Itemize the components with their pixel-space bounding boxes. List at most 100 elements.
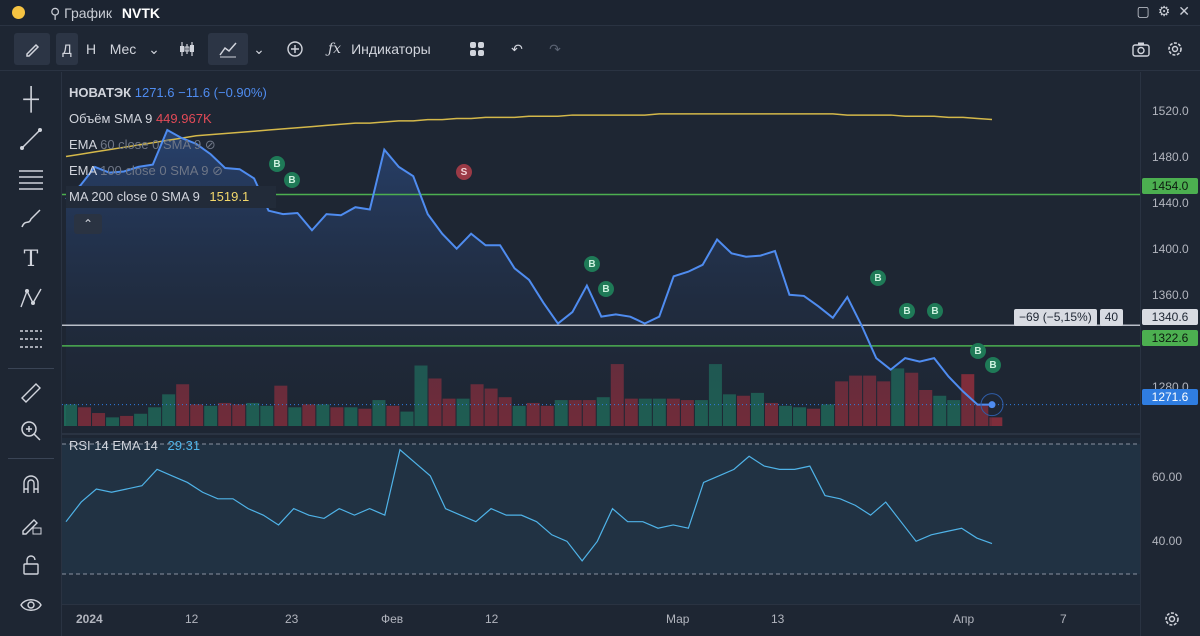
- interval-day-button[interactable]: Д: [56, 33, 78, 65]
- symbol-label: NVTK: [121, 5, 161, 21]
- visibility-tool[interactable]: [14, 590, 48, 620]
- time-tick: Апр: [953, 612, 975, 626]
- buy-signal[interactable]: B: [598, 281, 614, 297]
- gear-icon: [1168, 42, 1182, 56]
- price-tick: 1440.0: [1152, 196, 1189, 210]
- collapse-legend-button[interactable]: ⌃: [74, 214, 102, 234]
- buy-signal[interactable]: B: [870, 270, 886, 286]
- gear-icon[interactable]: ⚙: [1157, 3, 1171, 19]
- ema60-legend: EMA 60 close 0 SMA 9 ⊘: [69, 137, 216, 153]
- toolbar-divider: [8, 368, 54, 369]
- level-price-label: 1322.6: [1142, 330, 1198, 346]
- indicators-button[interactable]: ƒx Индикаторы: [328, 33, 448, 65]
- ruler-tool[interactable]: [14, 378, 48, 408]
- pattern-icon: [20, 288, 42, 308]
- buy-signal[interactable]: B: [927, 303, 943, 319]
- sell-signal[interactable]: S: [456, 164, 472, 180]
- measure-bars: 40: [1099, 309, 1124, 326]
- brush-tool[interactable]: [14, 204, 48, 234]
- function-icon: ƒx: [328, 41, 342, 57]
- horizontal-lines-icon: [19, 170, 43, 190]
- time-tick: 13: [771, 612, 785, 626]
- interval-week-button[interactable]: Н: [80, 33, 102, 65]
- maximize-icon[interactable]: ▢: [1136, 3, 1150, 19]
- symbol-name: НОВАТЭК: [69, 85, 132, 100]
- rsi-line: [65, 448, 993, 562]
- zoom-tool[interactable]: [14, 416, 48, 446]
- undo-button[interactable]: ↶: [504, 33, 530, 65]
- grid-icon: [470, 42, 484, 56]
- buy-signal[interactable]: B: [985, 357, 1001, 373]
- indicators-label: Индикаторы: [351, 41, 431, 57]
- camera-icon: [1132, 42, 1150, 57]
- interval-dropdown-button[interactable]: ⌄: [144, 33, 164, 65]
- unlock-icon: [23, 555, 39, 575]
- rsi-band: [62, 444, 1140, 574]
- time-axis[interactable]: [62, 604, 1140, 636]
- measure-delta: −69 (−5,15%): [1014, 309, 1097, 326]
- screenshot-button[interactable]: [1128, 33, 1154, 65]
- chart-type-dropdown-button[interactable]: ⌄: [250, 33, 268, 65]
- crosshair-icon: ┼: [23, 86, 39, 111]
- fib-tool[interactable]: [14, 164, 48, 194]
- time-tick: Фев: [381, 612, 404, 626]
- text-tool[interactable]: T: [14, 244, 48, 274]
- unlock-tool[interactable]: [14, 550, 48, 580]
- last-price-ring: [980, 393, 1004, 417]
- crosshair-tool[interactable]: ┼: [14, 84, 48, 114]
- pencil-lock-icon: [22, 519, 42, 535]
- buy-signal[interactable]: B: [584, 256, 600, 272]
- buy-signal[interactable]: B: [970, 343, 986, 359]
- area-chart-button[interactable]: [208, 33, 248, 65]
- price-chart[interactable]: [62, 72, 1140, 604]
- price-line: [65, 128, 992, 406]
- ema60-params: 60 close 0 SMA 9: [100, 137, 202, 152]
- buy-signal[interactable]: B: [899, 303, 915, 319]
- draw-mode-button[interactable]: [14, 33, 50, 65]
- eye-icon: [20, 599, 42, 611]
- ema60-label: EMA: [69, 137, 97, 152]
- projection-tool[interactable]: [14, 324, 48, 354]
- price-axis[interactable]: [1140, 72, 1200, 636]
- volume-label: Объём SMA 9: [69, 111, 153, 126]
- time-tick: 12: [485, 612, 499, 626]
- lock-drawing-tool[interactable]: [14, 510, 48, 540]
- volume-bar: [989, 417, 1003, 426]
- price-area: [66, 130, 992, 426]
- time-tick: 2024: [76, 612, 103, 626]
- volume-legend: Объём SMA 9 449.967K: [69, 111, 212, 126]
- pattern-tool[interactable]: [14, 284, 48, 314]
- brush-icon: [21, 209, 41, 228]
- settings-button[interactable]: [1162, 33, 1188, 65]
- window-controls: ▢ ⚙ ✕: [1136, 3, 1190, 20]
- hidden-eye-icon[interactable]: ⊘: [204, 137, 216, 152]
- window-title: График: [64, 5, 112, 21]
- rsi-tick: 60.00: [1152, 470, 1183, 484]
- ma200-legend-bg: [66, 186, 276, 208]
- price-tick: 1360.0: [1152, 288, 1189, 302]
- templates-button[interactable]: [464, 33, 490, 65]
- redo-button[interactable]: ↷: [542, 33, 568, 65]
- interval-month-button[interactable]: Мес: [104, 33, 142, 65]
- magnet-tool[interactable]: [14, 470, 48, 500]
- candles-icon: [180, 42, 194, 56]
- time-tick: 23: [285, 612, 299, 626]
- measure-price-label: 1340.6: [1142, 309, 1198, 325]
- buy-signal[interactable]: B: [284, 172, 300, 188]
- rsi-legend: RSI 14 EMA 14 29.31: [69, 438, 200, 453]
- trend-line-tool[interactable]: [14, 124, 48, 154]
- chevron-down-icon: ⌄: [253, 40, 265, 57]
- compare-button[interactable]: [282, 33, 308, 65]
- last-price: 1271.6: [134, 85, 175, 100]
- title-bar: ⚲ График NVTK ▢ ⚙ ✕: [0, 0, 1200, 26]
- hidden-eye-icon[interactable]: ⊘: [212, 163, 224, 178]
- close-icon[interactable]: ✕: [1178, 3, 1190, 19]
- level-price-label: 1454.0: [1142, 178, 1198, 194]
- zoom-in-icon: [21, 421, 41, 441]
- price-tick: 1520.0: [1152, 104, 1189, 118]
- time-tick: 7: [1060, 612, 1067, 626]
- buy-signal[interactable]: B: [269, 156, 285, 172]
- settings-icon[interactable]: [1163, 606, 1200, 632]
- candles-button[interactable]: [172, 33, 202, 65]
- symbol-search[interactable]: ⚲ График NVTK: [50, 5, 160, 22]
